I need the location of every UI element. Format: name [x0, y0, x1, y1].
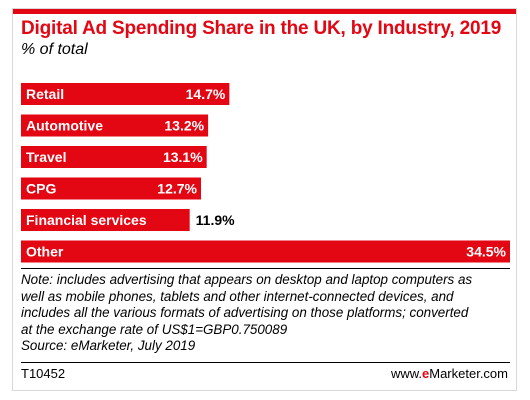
category-label: Other — [26, 244, 64, 260]
bar — [21, 209, 190, 231]
bar — [21, 83, 230, 105]
bar-chart: Retail 14.7% Automotive 13.2% Travel 13.1% CPG… — [21, 83, 510, 263]
note-line: well as mobile phones, tablets and other… — [21, 288, 454, 304]
brand-rest: Marketer.com — [429, 366, 508, 381]
chart-subtitle: % of total — [21, 41, 88, 58]
category-label: CPG — [26, 181, 56, 197]
footer-divider — [21, 362, 510, 363]
chart-id: T10452 — [21, 366, 66, 381]
accent-bar — [13, 9, 516, 14]
value-label: 34.5% — [466, 244, 506, 260]
chart-title: Digital Ad Spending Share in the UK, by … — [21, 18, 502, 39]
bar — [21, 177, 202, 200]
category-label: Automotive — [26, 118, 103, 134]
category-label: Financial services — [26, 212, 147, 228]
brand-logo: www.eMarketer.com — [391, 366, 508, 381]
source-line: Source: eMarketer, July 2019 — [21, 338, 196, 353]
value-label: 12.7% — [157, 181, 197, 197]
note-line: Note: includes advertising that appears … — [21, 272, 473, 287]
category-label: Retail — [26, 86, 64, 102]
value-label: 14.7% — [186, 86, 226, 102]
brand-prefix: www. — [390, 366, 423, 381]
value-label: 13.2% — [164, 118, 204, 134]
category-label: Travel — [26, 149, 66, 165]
note-line: includes all the various formats of adve… — [21, 305, 469, 320]
brand-e: e — [422, 366, 430, 381]
bar — [21, 114, 209, 137]
notes-divider — [21, 268, 510, 269]
notes-block: Note: includes advertising that appears … — [21, 272, 513, 355]
value-label: 11.9% — [196, 212, 235, 228]
value-label: 13.1% — [163, 149, 203, 165]
bar — [21, 146, 207, 168]
note-line: at the exchange rate of US$1=GBP0.750089 — [21, 321, 288, 337]
chart-frame: Digital Ad Spending Share in the UK, by … — [12, 8, 517, 391]
bar — [21, 240, 510, 263]
